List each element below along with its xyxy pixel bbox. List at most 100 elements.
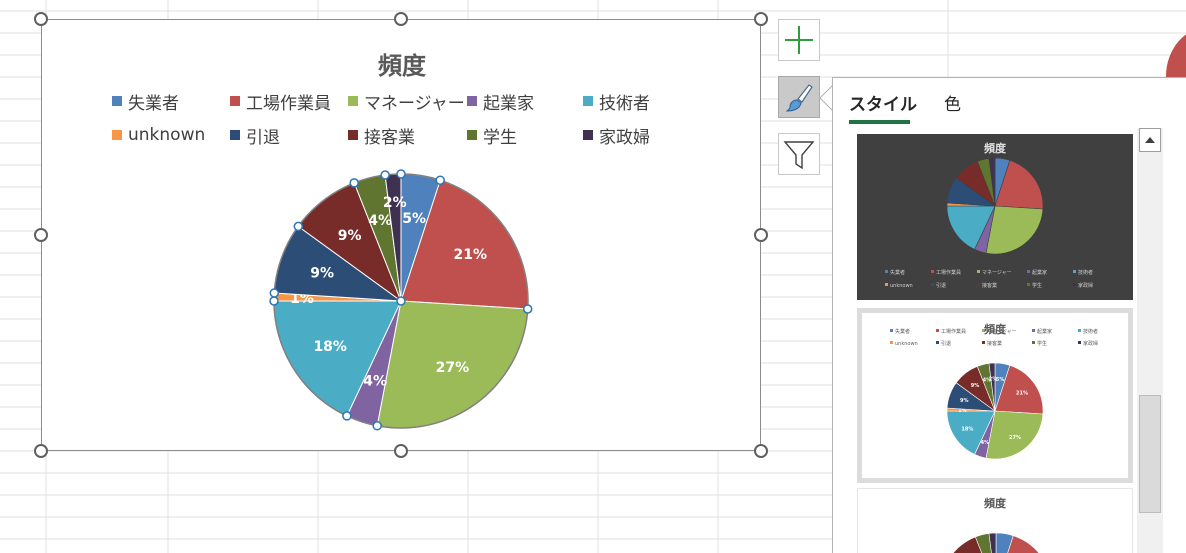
data-label[interactable]: 9% bbox=[310, 266, 334, 282]
resize-handle-top[interactable] bbox=[394, 12, 408, 26]
legend-item[interactable]: 学生 bbox=[467, 125, 517, 148]
scroll-up-button[interactable] bbox=[1139, 128, 1161, 152]
legend-item[interactable]: unknown bbox=[112, 125, 205, 145]
preview-legend-swatch bbox=[890, 341, 893, 344]
preview-legend-label: 工場作業員 bbox=[941, 328, 966, 335]
resize-handle-bottom[interactable] bbox=[394, 444, 408, 458]
chart-elements-button[interactable] bbox=[778, 19, 820, 61]
selection-point[interactable] bbox=[396, 296, 406, 306]
preview-legend-swatch bbox=[1078, 329, 1081, 332]
resize-handle-left[interactable] bbox=[34, 228, 48, 242]
legend-item[interactable]: 引退 bbox=[230, 125, 280, 148]
preview-slice bbox=[946, 410, 996, 455]
data-label[interactable]: 2% bbox=[383, 195, 407, 211]
legend-item[interactable]: 工場作業員 bbox=[230, 91, 331, 114]
selection-point[interactable] bbox=[342, 411, 352, 421]
legend-swatch bbox=[467, 130, 477, 140]
preview-data-label: 18% bbox=[961, 427, 973, 433]
chart-title[interactable]: 頻度 bbox=[378, 52, 426, 80]
legend-label: 工場作業員 bbox=[246, 93, 331, 114]
chart-styles-button[interactable] bbox=[778, 76, 820, 118]
legend-swatch bbox=[583, 96, 593, 106]
preview-legend-label: 引退 bbox=[936, 282, 946, 289]
tab-color[interactable]: 色 bbox=[944, 95, 961, 115]
style-preview-1[interactable]: 頻度 失業者 工場作業員 マネージャー 起業家 技術者 unknown 引退 接客業 学生 家政婦 bbox=[857, 134, 1133, 300]
legend-item[interactable]: 失業者 bbox=[112, 91, 179, 114]
preview-legend-label: 失業者 bbox=[890, 269, 905, 276]
legend-swatch bbox=[112, 96, 122, 106]
resize-handle-bottom-right[interactable] bbox=[754, 444, 768, 458]
preview-legend-swatch bbox=[890, 329, 893, 332]
selection-point[interactable] bbox=[435, 175, 445, 185]
preview-data-label: 4% bbox=[983, 377, 992, 383]
selection-point[interactable] bbox=[380, 170, 390, 180]
style-preview-2[interactable]: 頻度 5% 21% 27% 4% 18% 1% 9% 9% 4% 2% 失業者 工場作業員 マネージャー… bbox=[857, 308, 1133, 483]
pie-plot[interactable]: 5%21%27%4%18%1%9%9%4%2% bbox=[42, 20, 762, 452]
chart-style-panel: スタイル 色 頻度 失業者 工場作業員 マネージャー 起業家 技術者 unknown 引退接… bbox=[832, 77, 1186, 553]
preview-data-label: 1% bbox=[958, 408, 967, 414]
preview-data-label: 5% bbox=[996, 377, 1005, 383]
selection-point[interactable] bbox=[349, 178, 359, 188]
data-label[interactable]: 5% bbox=[402, 211, 426, 227]
selection-point[interactable] bbox=[269, 288, 280, 298]
preview-slice bbox=[988, 362, 996, 412]
legend-item[interactable]: マネージャー bbox=[348, 91, 465, 114]
preview-slice bbox=[985, 410, 1044, 460]
style-preview-3[interactable]: 頻度 bbox=[857, 488, 1133, 553]
panel-scrollbar[interactable] bbox=[1137, 128, 1163, 553]
chart-filters-button[interactable] bbox=[778, 133, 820, 175]
selection-point[interactable] bbox=[269, 296, 279, 306]
preview-legend-swatch bbox=[1073, 283, 1076, 286]
legend-item[interactable]: 接客業 bbox=[348, 125, 415, 148]
preview-legend-label: 接客業 bbox=[982, 282, 997, 289]
preview-pie: 5%21%27%4%18%1%9%9%4%2%失業者 工場作業員 マネージャー 起業家… bbox=[890, 328, 1098, 460]
preview-legend-label: 失業者 bbox=[895, 328, 910, 335]
legend-swatch bbox=[583, 130, 593, 140]
legend-item[interactable]: 技術者 bbox=[583, 91, 650, 114]
data-label[interactable]: 4% bbox=[368, 213, 392, 229]
preview-legend-swatch bbox=[977, 270, 980, 273]
preview-legend-label: 家政婦 bbox=[1078, 282, 1093, 289]
preview-slice bbox=[994, 364, 1044, 415]
preview-pie bbox=[952, 532, 1040, 553]
selection-point[interactable] bbox=[293, 221, 304, 232]
preview-legend-swatch bbox=[982, 329, 985, 332]
paintbrush-icon bbox=[785, 84, 813, 112]
legend-label: 学生 bbox=[483, 127, 517, 148]
legend-swatch bbox=[348, 130, 358, 140]
data-label[interactable]: 9% bbox=[338, 228, 362, 244]
preview-legend-swatch bbox=[1027, 283, 1030, 286]
preview-slice bbox=[988, 532, 997, 553]
preview-legend-label: 工場作業員 bbox=[936, 269, 961, 276]
data-label[interactable]: 21% bbox=[454, 247, 488, 263]
preview-slice bbox=[994, 159, 1044, 210]
selection-point[interactable] bbox=[396, 169, 406, 179]
plus-icon bbox=[785, 26, 813, 54]
data-label[interactable]: 27% bbox=[436, 360, 470, 376]
legend-label: unknown bbox=[128, 125, 206, 145]
tab-style[interactable]: スタイル bbox=[849, 95, 917, 115]
preview-legend-swatch bbox=[931, 283, 934, 286]
legend-item[interactable]: 起業家 bbox=[467, 91, 534, 114]
legend-item[interactable]: 家政婦 bbox=[583, 125, 650, 148]
resize-handle-top-right[interactable] bbox=[754, 12, 768, 26]
legend-swatch bbox=[348, 96, 358, 106]
scroll-thumb[interactable] bbox=[1139, 395, 1161, 513]
data-label[interactable]: 18% bbox=[313, 339, 347, 355]
preview-legend-swatch bbox=[1032, 341, 1035, 344]
legend-label: 技術者 bbox=[599, 93, 650, 114]
data-label[interactable]: 4% bbox=[363, 374, 387, 390]
preview-legend-swatch bbox=[885, 283, 888, 286]
resize-handle-bottom-left[interactable] bbox=[34, 444, 48, 458]
chart-area[interactable]: 頻度 失業者 工場作業員 マネージャー 起業家 技術者 unknown 引退 接客業 学生 家政婦… bbox=[41, 19, 761, 451]
legend-label: 起業家 bbox=[483, 93, 534, 114]
preview-data-label: 21% bbox=[1016, 391, 1028, 397]
preview-legend-swatch bbox=[936, 329, 939, 332]
resize-handle-top-left[interactable] bbox=[34, 12, 48, 26]
legend-swatch bbox=[230, 96, 240, 106]
selection-point[interactable] bbox=[522, 304, 533, 314]
selection-point[interactable] bbox=[372, 421, 382, 431]
resize-handle-right[interactable] bbox=[754, 228, 768, 242]
preview-data-label: 27% bbox=[1009, 435, 1021, 441]
preview-legend-swatch bbox=[885, 270, 888, 273]
